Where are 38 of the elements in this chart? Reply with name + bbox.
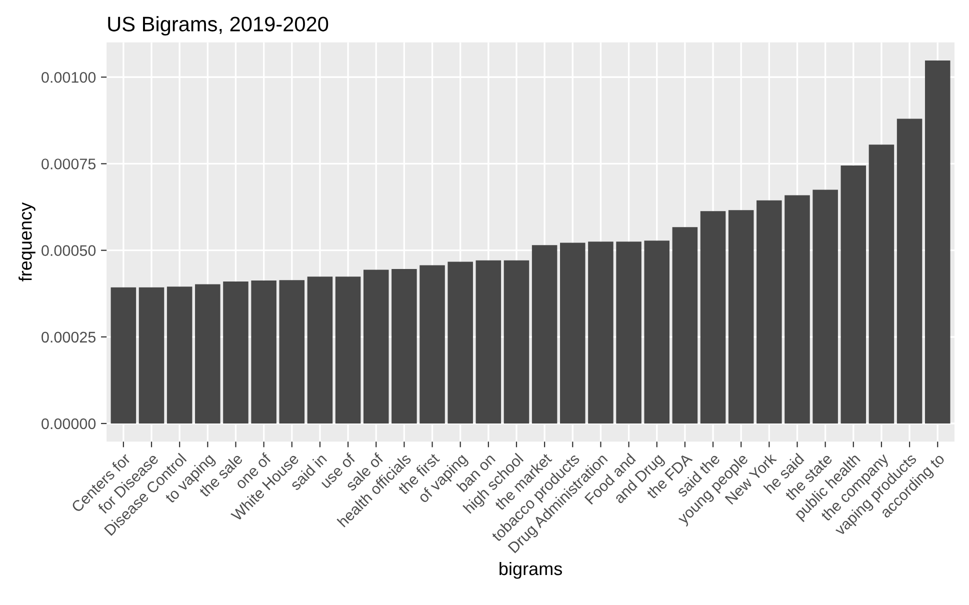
bar bbox=[728, 210, 754, 424]
y-tick-label: 0.00025 bbox=[42, 332, 96, 343]
y-tick-label: 0.00075 bbox=[42, 158, 96, 170]
bar bbox=[307, 276, 333, 424]
bar bbox=[616, 242, 642, 424]
y-tick-label: 0.00100 bbox=[42, 72, 96, 83]
bar bbox=[251, 280, 276, 424]
x-axis-title: bigrams bbox=[500, 562, 562, 579]
bar bbox=[840, 165, 866, 424]
bar bbox=[588, 242, 614, 424]
bar bbox=[363, 270, 389, 424]
bar bbox=[195, 284, 220, 424]
chart-title: US Bigrams, 2019-2020 bbox=[108, 16, 328, 36]
bar bbox=[335, 276, 361, 424]
bar bbox=[476, 260, 502, 424]
y-tick-label: 0.00000 bbox=[42, 418, 96, 430]
y-tick-label: 0.00050 bbox=[42, 245, 96, 256]
bar bbox=[420, 265, 445, 424]
bar bbox=[223, 281, 248, 424]
bar bbox=[784, 195, 810, 424]
bar bbox=[504, 260, 530, 424]
bar bbox=[700, 211, 726, 424]
bar bbox=[812, 190, 838, 424]
bar bbox=[756, 200, 782, 424]
bar bbox=[644, 240, 670, 424]
bar bbox=[166, 286, 192, 424]
bar bbox=[560, 242, 586, 424]
bar bbox=[868, 144, 894, 424]
bar bbox=[532, 245, 558, 424]
bar bbox=[924, 60, 950, 424]
bar bbox=[110, 287, 136, 424]
bar bbox=[138, 287, 164, 424]
bar bbox=[392, 269, 417, 424]
y-axis-title: frequency bbox=[18, 202, 36, 282]
bar bbox=[896, 118, 922, 424]
bar bbox=[672, 227, 698, 424]
bar bbox=[279, 280, 305, 424]
bar bbox=[448, 262, 473, 424]
